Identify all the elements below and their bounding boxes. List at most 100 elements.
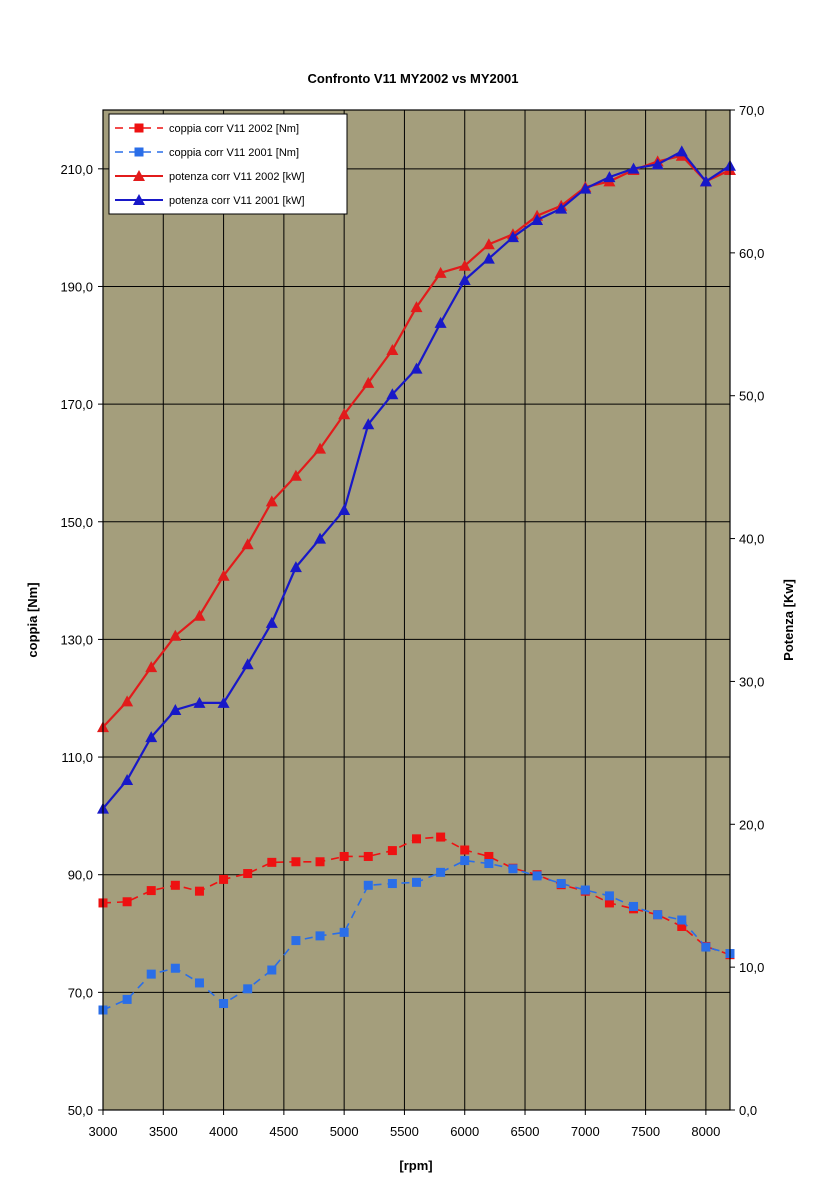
series-1-point bbox=[146, 886, 156, 896]
series-3-point bbox=[482, 238, 495, 250]
legend-marker bbox=[133, 194, 145, 205]
y-left-tick-label: 50,0 bbox=[68, 1103, 93, 1118]
series-2-point bbox=[412, 877, 421, 887]
series-1-point bbox=[387, 846, 397, 856]
x-tick-label: 7000 bbox=[571, 1124, 600, 1139]
y-right-tick-label: 20,0 bbox=[739, 817, 764, 832]
x-tick-label: 5500 bbox=[390, 1124, 419, 1139]
y-right-axis-label: Potenza [Kw] bbox=[781, 579, 796, 661]
series-2-point bbox=[170, 963, 180, 973]
series-4-point bbox=[338, 504, 351, 515]
y-left-tick-label: 130,0 bbox=[60, 632, 93, 647]
series-2-point bbox=[122, 994, 132, 1004]
y-right-axis-ticks: 0,0 10,0 20,0 30,0 40,0 50,0 60,0 70,0 bbox=[730, 103, 764, 1118]
series-4-point bbox=[289, 561, 302, 573]
series-1-point bbox=[219, 874, 229, 884]
series-1-point bbox=[122, 897, 132, 907]
y-left-axis-label: coppia [Nm] bbox=[25, 582, 40, 657]
series-2-point bbox=[677, 915, 687, 925]
series-3-point bbox=[314, 442, 327, 454]
series-2-point bbox=[146, 969, 156, 979]
series-4-point bbox=[675, 145, 688, 157]
y-left-tick-label: 90,0 bbox=[68, 868, 93, 883]
x-tick-label: 8000 bbox=[691, 1124, 720, 1139]
y-right-tick-label: 70,0 bbox=[739, 103, 764, 118]
series-2-point bbox=[315, 931, 325, 941]
y-left-tick-label: 170,0 bbox=[60, 397, 93, 412]
x-tick-label: 5000 bbox=[330, 1124, 359, 1139]
x-tick-label: 7500 bbox=[631, 1124, 660, 1139]
x-tick-label: 4000 bbox=[209, 1124, 238, 1139]
legend-marker bbox=[133, 170, 145, 181]
series-4-point bbox=[145, 731, 158, 743]
series-3-point bbox=[121, 695, 134, 707]
legend-label: coppia corr V11 2002 [Nm] bbox=[169, 123, 299, 135]
series-3-point bbox=[362, 376, 375, 388]
series-2-point bbox=[484, 859, 494, 869]
series-1-point bbox=[339, 851, 349, 861]
chart-title: Confronto V11 MY2002 vs MY2001 bbox=[308, 71, 519, 86]
series-1-point bbox=[291, 857, 301, 867]
series-2-point bbox=[629, 901, 639, 911]
y-left-tick-label: 150,0 bbox=[60, 515, 93, 530]
series-1-point bbox=[460, 845, 470, 855]
series-3-point bbox=[410, 301, 423, 313]
legend-marker bbox=[134, 123, 144, 133]
series-2-point bbox=[243, 984, 253, 994]
series-1-point bbox=[267, 857, 277, 867]
series-3-point bbox=[434, 266, 447, 278]
y-right-tick-label: 30,0 bbox=[739, 674, 764, 689]
y-left-tick-label: 190,0 bbox=[60, 279, 93, 294]
series-2-point bbox=[604, 891, 614, 901]
plot-frame bbox=[102, 109, 731, 1111]
y-left-tick-label: 70,0 bbox=[68, 985, 93, 1000]
series-1-point bbox=[243, 869, 253, 879]
series-3-point bbox=[169, 629, 182, 641]
series-1-point bbox=[484, 851, 494, 861]
legend-label: potenza corr V11 2001 [kW] bbox=[169, 195, 305, 207]
series-4-point bbox=[386, 388, 399, 400]
y-left-axis-ticks: 50,0 70,0 90,0 110,0 130,0 150,0 170,0 190,0 210… bbox=[60, 162, 103, 1118]
y-right-tick-label: 0,0 bbox=[739, 1103, 757, 1118]
series-4-point bbox=[627, 162, 640, 174]
series-1-point bbox=[363, 851, 373, 861]
x-axis-label: [rpm] bbox=[399, 1158, 432, 1173]
series-2-point bbox=[291, 936, 301, 946]
series-1-point bbox=[412, 834, 421, 844]
series-4-point bbox=[458, 274, 471, 285]
legend-label: coppia corr V11 2001 [Nm] bbox=[169, 147, 299, 159]
series-1-point bbox=[170, 880, 180, 890]
legend-marker bbox=[134, 147, 144, 157]
series-3-point bbox=[338, 408, 351, 420]
series-1 bbox=[98, 832, 735, 960]
series-4-point bbox=[603, 171, 616, 183]
series-4-point bbox=[555, 202, 568, 214]
y-right-tick-label: 50,0 bbox=[739, 389, 764, 404]
series-1-point bbox=[604, 898, 614, 908]
series-2-point bbox=[508, 864, 518, 874]
series-4-point bbox=[506, 231, 519, 243]
series-4-point bbox=[699, 175, 712, 187]
series-3-point bbox=[265, 495, 278, 507]
x-tick-label: 6000 bbox=[450, 1124, 479, 1139]
series-2-point bbox=[339, 927, 349, 937]
series-4-point bbox=[265, 616, 278, 628]
series-2-point bbox=[219, 999, 229, 1009]
y-right-tick-label: 10,0 bbox=[739, 960, 764, 975]
series-4-point bbox=[482, 252, 495, 264]
series-3-point bbox=[193, 609, 206, 621]
series-3-point bbox=[386, 344, 399, 355]
series-3-point bbox=[458, 259, 471, 271]
series-4-point bbox=[217, 696, 230, 708]
series-1-point bbox=[194, 886, 204, 896]
x-tick-label: 3500 bbox=[149, 1124, 178, 1139]
x-tick-label: 6500 bbox=[511, 1124, 540, 1139]
series-4-point bbox=[579, 182, 592, 194]
series-4-point bbox=[410, 362, 423, 374]
series-4-point bbox=[651, 158, 664, 170]
series-4-point bbox=[121, 774, 134, 785]
series-1-point bbox=[315, 857, 325, 867]
plot-area bbox=[103, 110, 730, 1110]
y-right-tick-label: 40,0 bbox=[739, 532, 764, 547]
